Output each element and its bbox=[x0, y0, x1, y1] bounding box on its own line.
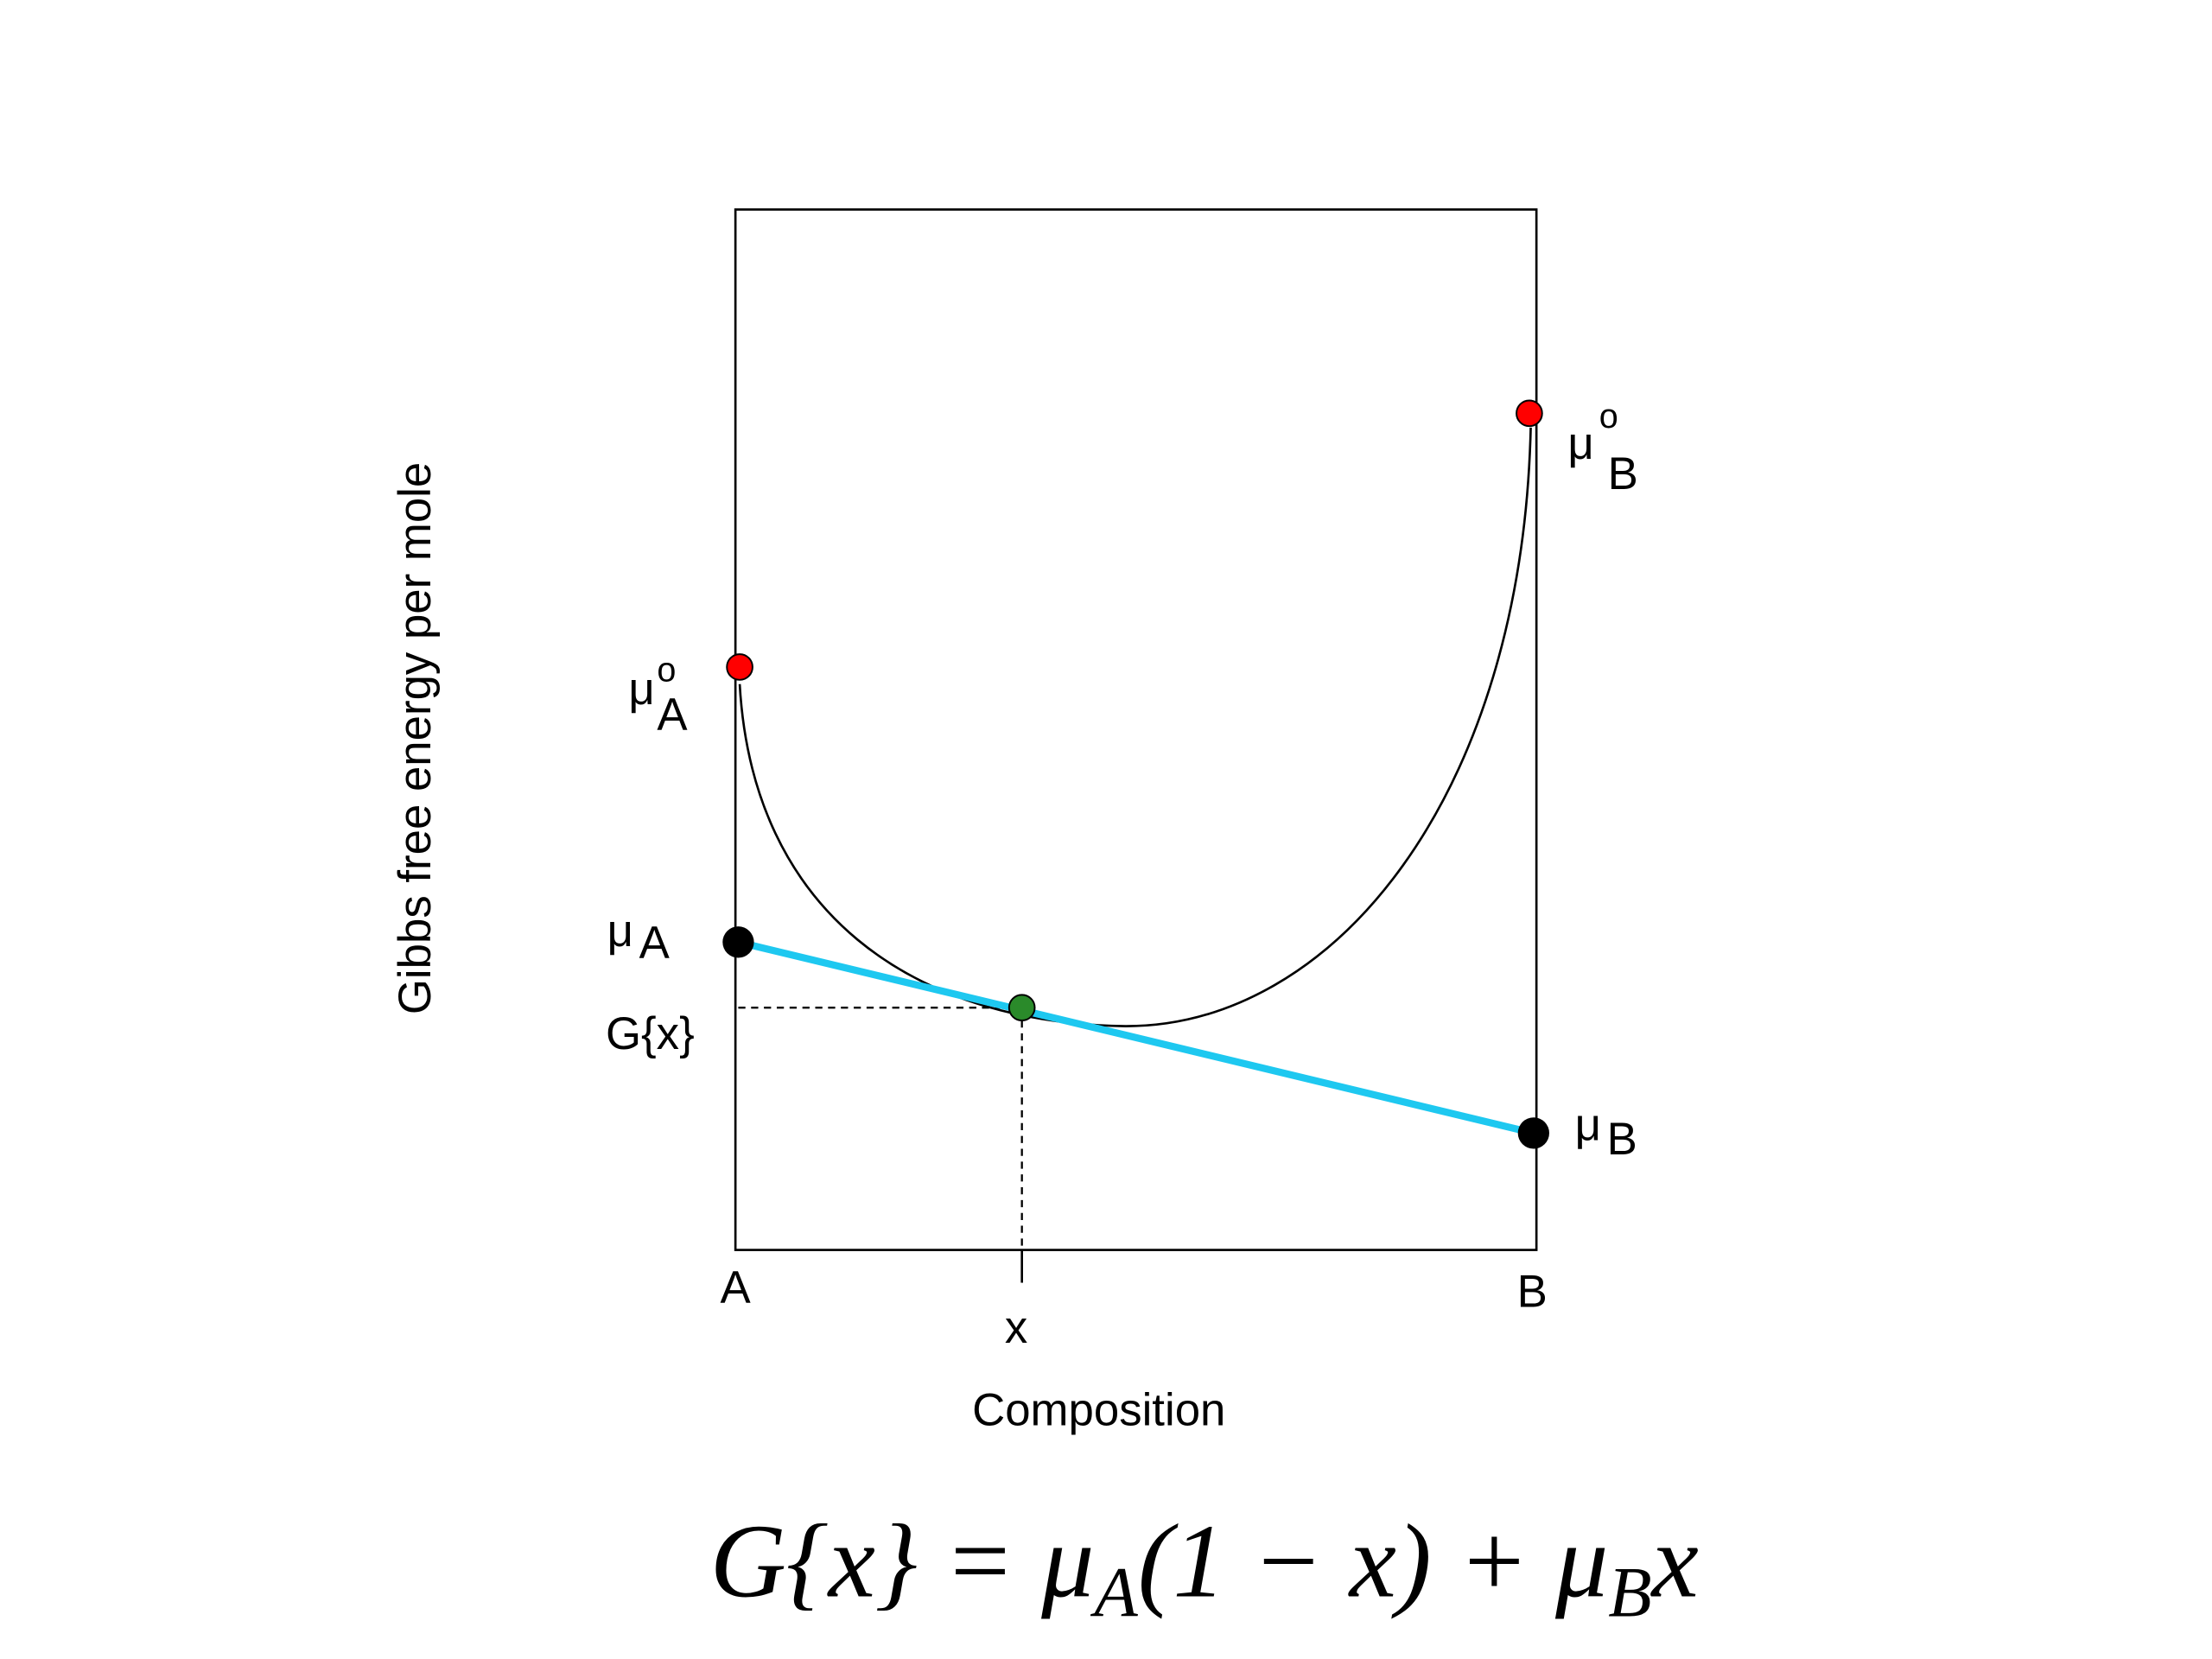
label-sub: B bbox=[1607, 1114, 1637, 1165]
label-sup: o bbox=[1599, 397, 1618, 435]
point-label: μo B bbox=[1567, 397, 1637, 499]
label-symbol: μ bbox=[607, 906, 633, 957]
label-symbol: μ bbox=[1567, 418, 1593, 469]
equation-part: (1 − x) + μ bbox=[1138, 1503, 1609, 1619]
pure-a-point bbox=[726, 653, 753, 681]
free-energy-curve bbox=[738, 427, 1532, 1027]
label-sub: A bbox=[639, 917, 671, 968]
label-sub: A bbox=[657, 690, 688, 741]
point-label: G{x} bbox=[606, 1008, 695, 1059]
equation-sub: A bbox=[1090, 1554, 1138, 1632]
pure-b-point bbox=[1516, 399, 1543, 428]
label-sup: o bbox=[657, 651, 676, 689]
x-tick-label: B bbox=[1517, 1267, 1548, 1318]
equation-part: x bbox=[1650, 1503, 1699, 1619]
equation-sub: B bbox=[1608, 1554, 1651, 1632]
tangent-line bbox=[737, 938, 1535, 1137]
equation: G{x} = μA(1 − x) + μBx bbox=[710, 1503, 1699, 1631]
y-axis-label: Gibbs free energy per mole bbox=[390, 462, 441, 1014]
label-symbol: μ bbox=[1575, 1100, 1601, 1151]
x-axis-label: Composition bbox=[972, 1384, 1225, 1435]
label-sub: B bbox=[1608, 448, 1638, 499]
mu-a-point bbox=[722, 926, 754, 958]
label-symbol: μ bbox=[628, 664, 654, 715]
mixture-point bbox=[1007, 994, 1036, 1022]
plot-frame bbox=[734, 208, 1538, 1251]
mu-b-point bbox=[1517, 1117, 1549, 1149]
x-tick-label: A bbox=[721, 1262, 752, 1313]
equation-part: G{x} = μ bbox=[710, 1503, 1095, 1619]
x-tick-label: x bbox=[1005, 1302, 1027, 1353]
